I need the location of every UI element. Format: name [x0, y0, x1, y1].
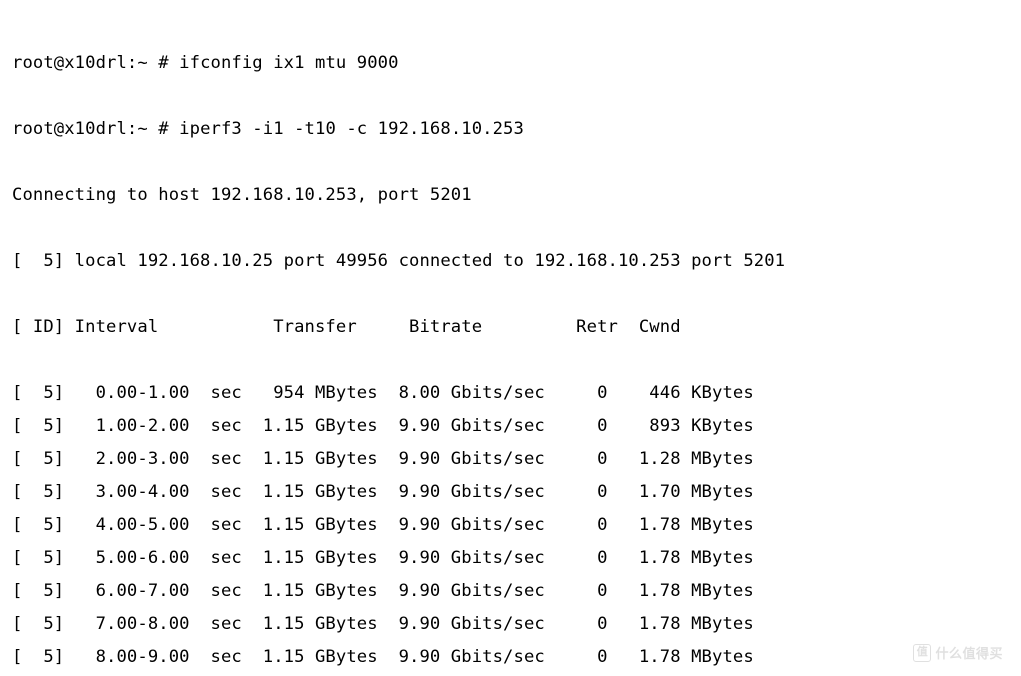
- interval-row: [ 5] 6.00-7.00 sec 1.15 GBytes 9.90 Gbit…: [12, 575, 1009, 608]
- command-1: ifconfig ix1 mtu 9000: [179, 53, 398, 73]
- interval-row: [ 5] 1.00-2.00 sec 1.15 GBytes 9.90 Gbit…: [12, 410, 1009, 443]
- interval-row: [ 5] 4.00-5.00 sec 1.15 GBytes 9.90 Gbit…: [12, 509, 1009, 542]
- prompt-line: root@x10drl:~ # iperf3 -i1 -t10 -c 192.1…: [12, 113, 1009, 146]
- table-header: [ ID] Interval Transfer Bitrate Retr Cwn…: [12, 311, 1009, 344]
- interval-row: [ 5] 8.00-9.00 sec 1.15 GBytes 9.90 Gbit…: [12, 641, 1009, 674]
- prompt-line: root@x10drl:~ # ifconfig ix1 mtu 9000: [12, 47, 1009, 80]
- command-2: iperf3 -i1 -t10 -c 192.168.10.253: [179, 119, 524, 139]
- terminal-output: root@x10drl:~ # ifconfig ix1 mtu 9000 ro…: [0, 0, 1021, 676]
- prompt: root@x10drl:~ #: [12, 53, 169, 73]
- local-line: [ 5] local 192.168.10.25 port 49956 conn…: [12, 245, 1009, 278]
- prompt: root@x10drl:~ #: [12, 119, 169, 139]
- interval-row: [ 5] 5.00-6.00 sec 1.15 GBytes 9.90 Gbit…: [12, 542, 1009, 575]
- interval-row: [ 5] 0.00-1.00 sec 954 MBytes 8.00 Gbits…: [12, 377, 1009, 410]
- interval-row: [ 5] 7.00-8.00 sec 1.15 GBytes 9.90 Gbit…: [12, 608, 1009, 641]
- interval-row: [ 5] 2.00-3.00 sec 1.15 GBytes 9.90 Gbit…: [12, 443, 1009, 476]
- connecting-line: Connecting to host 192.168.10.253, port …: [12, 179, 1009, 212]
- interval-row: [ 5] 3.00-4.00 sec 1.15 GBytes 9.90 Gbit…: [12, 476, 1009, 509]
